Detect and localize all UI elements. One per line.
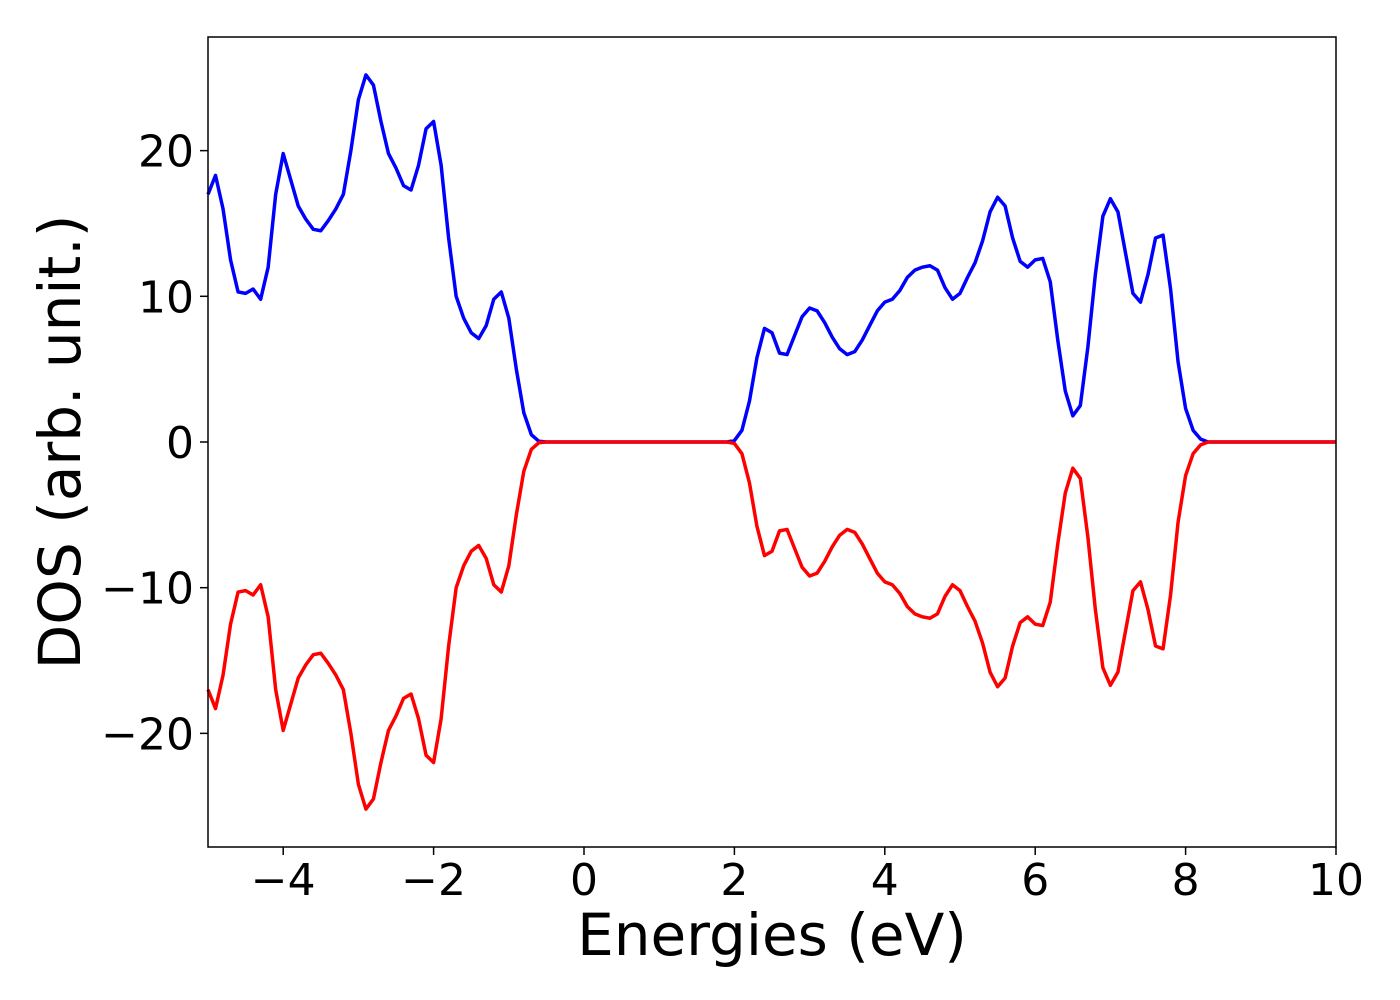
x-tick-label: −4 bbox=[251, 855, 316, 906]
x-tick-label: 4 bbox=[871, 855, 899, 906]
y-tick-label: −10 bbox=[101, 564, 194, 615]
x-tick-label: 2 bbox=[720, 855, 748, 906]
series-line bbox=[206, 73, 1336, 444]
x-tick-label: 6 bbox=[1021, 855, 1049, 906]
y-tick-label: 20 bbox=[138, 127, 194, 178]
x-tick-label: 10 bbox=[1308, 855, 1364, 906]
y-tick-label: 10 bbox=[138, 272, 194, 323]
y-tick-label: 0 bbox=[166, 418, 194, 469]
y-tick-label: −20 bbox=[101, 709, 194, 760]
series-line bbox=[206, 440, 1336, 811]
x-tick-label: 0 bbox=[570, 855, 598, 906]
x-tick-label: 8 bbox=[1172, 855, 1200, 906]
plot-frame bbox=[207, 36, 1337, 848]
x-axis-label: Energies (eV) bbox=[577, 901, 967, 969]
x-tick-label: −2 bbox=[401, 855, 466, 906]
y-axis-label: DOS (arb. unit.) bbox=[26, 215, 94, 670]
